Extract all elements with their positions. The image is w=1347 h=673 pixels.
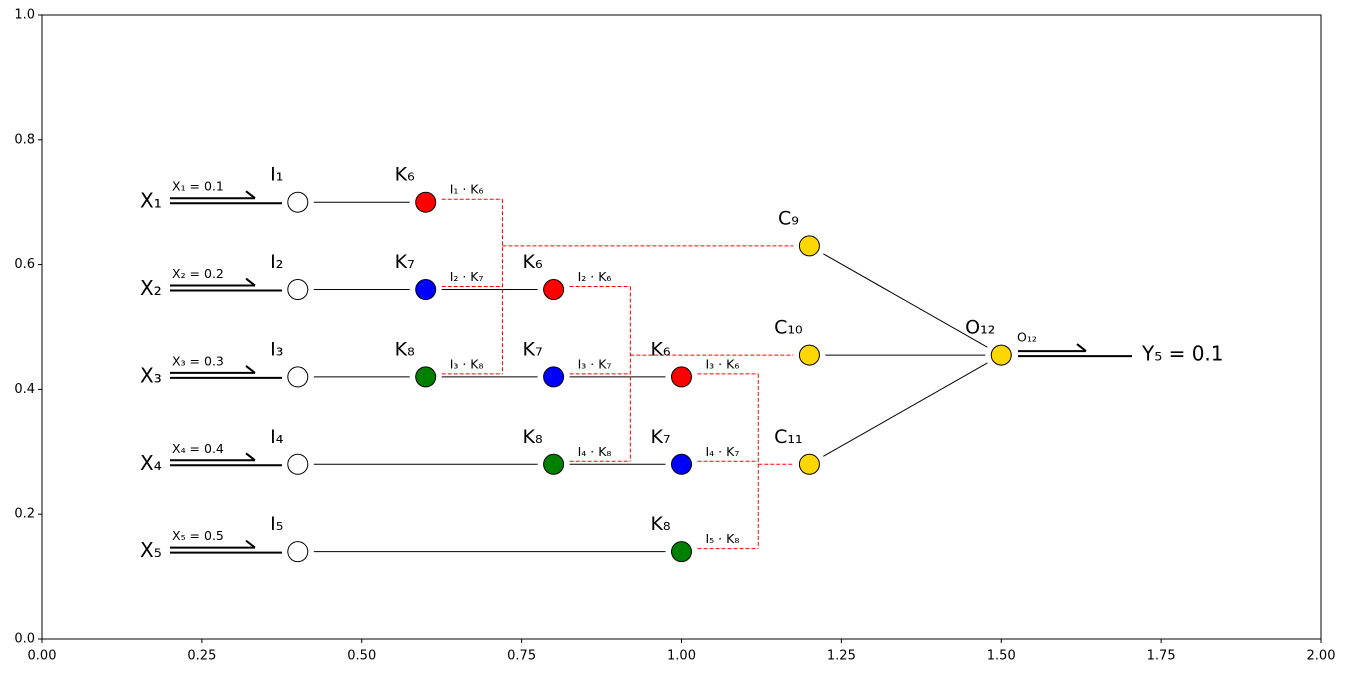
node-label: K₇ [650,426,670,448]
arrow-head [1076,343,1087,352]
output-arrow-label: O₁₂ [1017,330,1037,345]
input-value: X₄ = 0.4 [172,441,224,456]
node [671,366,692,388]
node-label: I₅ [270,513,283,535]
node-label: K₇ [395,251,415,273]
node [287,453,309,475]
edge [823,253,988,348]
product-label: I₂ · K₇ [450,269,484,284]
node [671,541,692,563]
input-value: X₁ = 0.1 [172,179,224,194]
arrow-head [245,539,256,549]
product-label: I₅ · K₈ [706,531,740,546]
input-name: X₄ [140,451,162,475]
node [415,191,437,213]
node [671,453,692,475]
node-label: K₆ [650,338,670,360]
x-tick-label: 0.00 [28,649,57,664]
node-label: K₈ [650,513,670,535]
node-label: K₆ [395,164,415,186]
arrow-head [245,365,256,374]
node-label: I₄ [270,426,284,448]
node [798,235,820,257]
product-label: I₄ · K₈ [578,444,612,459]
arrow-head [245,452,256,462]
x-tick-label: 0.50 [347,649,376,664]
node-label: K₇ [523,338,543,360]
x-tick-label: 2.00 [1307,649,1336,664]
edge [823,362,988,457]
y-tick-label: 0.6 [14,257,35,272]
x-tick-label: 0.25 [187,649,216,664]
node-label: K₈ [395,338,415,360]
x-tick-label: 0.75 [507,649,536,664]
input-name: X₁ [140,189,162,213]
node [798,453,820,475]
node [990,344,1012,366]
node [415,279,437,301]
node-label: K₆ [523,251,543,273]
product-label: I₄ · K₇ [706,444,740,459]
node [543,366,565,388]
y-tick-label: 0.8 [14,132,35,147]
node-label: C₁₁ [774,426,803,448]
y-tick-label: 0.2 [14,507,35,522]
node [543,453,565,475]
y-tick-label: 0.0 [14,632,35,647]
node-label: I₁ [270,164,283,186]
y-tick-label: 1.0 [14,8,35,23]
product-label: I₃ · K₈ [450,356,484,371]
arrow-head [245,190,256,199]
node [798,344,820,366]
node-label: C₁₀ [774,317,803,339]
product-label: I₃ · K₆ [706,356,740,371]
output-label: Y₅ = 0.1 [1141,342,1224,366]
node [415,366,437,388]
y-tick-label: 0.4 [14,382,35,397]
x-tick-label: 1.75 [1147,649,1176,664]
node [287,366,309,388]
node [287,279,309,301]
input-value: X₃ = 0.3 [172,353,224,368]
input-name: X₂ [140,276,162,300]
input-value: X₅ = 0.5 [172,528,224,543]
node-label: K₈ [523,426,543,448]
node [543,279,565,301]
input-value: X₂ = 0.2 [172,266,224,281]
product-label: I₁ · K₆ [450,182,484,197]
node [287,541,309,563]
node-label: O₁₂ [965,317,995,339]
x-tick-label: 1.25 [827,649,856,664]
node-label: I₃ [270,338,283,360]
node-label: C₉ [778,207,799,229]
node [287,191,309,213]
product-label: I₃ · K₇ [578,356,612,371]
arrow-head [245,277,256,287]
x-tick-label: 1.00 [667,649,696,664]
x-tick-label: 1.50 [987,649,1016,664]
node-label: I₂ [270,251,283,273]
input-name: X₃ [140,363,162,387]
input-name: X₅ [140,538,162,562]
product-label: I₂ · K₆ [578,269,612,284]
